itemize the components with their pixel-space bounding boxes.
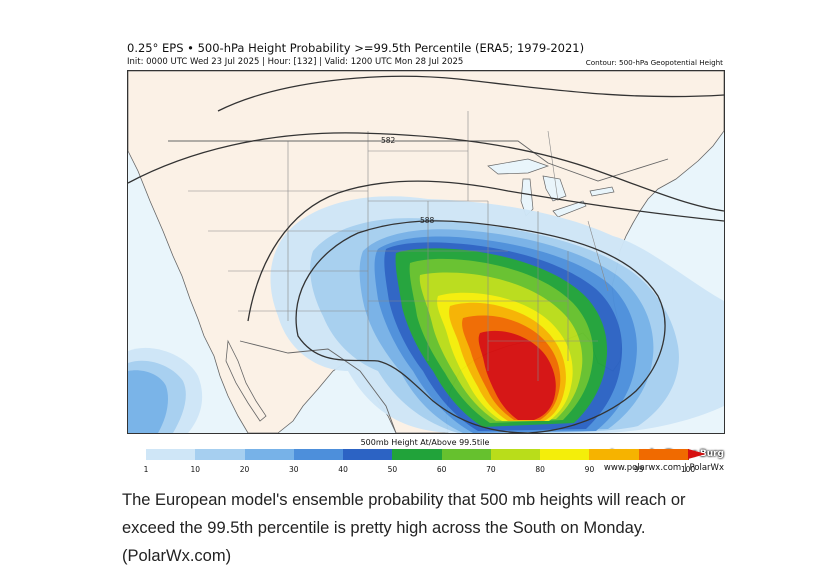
colorbar-segment — [490, 449, 542, 460]
probability-map: 582 588 — [127, 70, 725, 434]
colorbar-tick-label: 90 — [584, 465, 595, 474]
lake-erie — [552, 200, 587, 218]
weather-map-figure: 0.25° EPS • 500-hPa Height Probability >… — [120, 38, 730, 478]
colorbar-tick-label: 20 — [239, 465, 250, 474]
colorbar-tick-label: 10 — [190, 465, 201, 474]
colorbar-segment — [441, 449, 492, 460]
colorbar-tick-label: 100 — [680, 465, 696, 474]
colorbar-segment — [146, 449, 197, 460]
colorbar-segment — [540, 449, 591, 460]
prob-100 — [478, 330, 556, 420]
contour-576 — [217, 75, 724, 112]
contour-588 — [295, 220, 666, 433]
colorbar-tick-label: 1 — [143, 465, 149, 474]
colorbar-tick-label: 60 — [436, 465, 447, 474]
colorbar-segment — [195, 449, 246, 460]
colorbar-tick-label: 40 — [338, 465, 348, 474]
map-subtitle: Init: 0000 UTC Wed 23 Jul 2025 | Hour: [… — [127, 57, 464, 67]
contour-588-upper — [247, 180, 724, 322]
map-canvas: 582 588 — [128, 71, 724, 433]
colorbar-segment — [638, 449, 689, 460]
lake-huron — [542, 175, 567, 202]
height-contours — [128, 75, 724, 433]
lake-superior — [487, 158, 550, 175]
colorbar-arrow-tip — [688, 449, 706, 459]
colorbar-segment — [244, 449, 295, 460]
border-canada-us — [168, 140, 669, 182]
colorbar-tick-label: 95 — [633, 465, 644, 474]
colorbar-tick-label: 70 — [486, 465, 496, 474]
colorbar-tick-label: 30 — [289, 465, 299, 474]
colorbar-tick-label: 50 — [387, 465, 398, 474]
contour-note: Contour: 500-hPa Geopotential Height — [585, 58, 723, 67]
state-borders — [188, 111, 609, 381]
colorbar-segment — [293, 449, 345, 460]
contour-label-582: 582 — [381, 136, 396, 145]
colorbar-segment — [343, 449, 394, 460]
colorbar-segment — [589, 449, 640, 460]
prob-20-west — [128, 370, 169, 433]
probability-shading — [128, 196, 724, 433]
colorbar-tick-label: 80 — [535, 465, 545, 474]
contour-582 — [128, 132, 724, 212]
land-baja — [225, 339, 267, 422]
contour-label-588: 588 — [420, 216, 435, 225]
image-caption: The European model's ensemble probabilit… — [122, 491, 686, 565]
colorbar-segment — [392, 449, 443, 460]
lake-ontario — [589, 186, 615, 197]
colorbar — [146, 449, 706, 460]
credit-website: www.polarwx.com | PolarWx — [603, 463, 724, 473]
colorbar-title: 500mb Height At/Above 99.5tile — [360, 438, 490, 447]
map-title: 0.25° EPS • 500-hPa Height Probability >… — [127, 41, 585, 55]
